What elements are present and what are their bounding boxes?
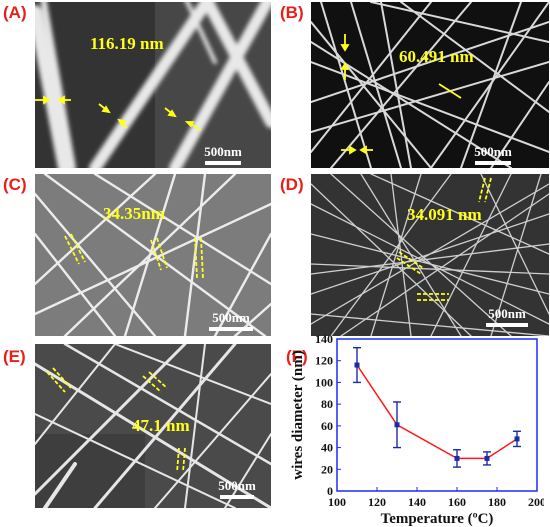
x-tick-label: 120: [368, 495, 386, 509]
nanowire-texture-c: [35, 174, 271, 336]
x-tick-label: 160: [448, 495, 466, 509]
x-tick-label: 180: [488, 495, 506, 509]
x-tick-label: 200: [528, 495, 544, 509]
scale-label-b: 500nm: [474, 144, 512, 159]
panel-label-e: (E): [3, 347, 26, 366]
y-tick-label: 120: [315, 354, 333, 368]
panel-label-f: (F): [286, 347, 308, 366]
scale-label-c: 500nm: [212, 310, 250, 325]
nanowire-texture-a: [35, 2, 271, 168]
panel-label-a: (A): [3, 3, 27, 22]
measurement-a: 116.19 nm: [90, 34, 164, 53]
plot-frame: [336, 338, 538, 492]
measurement-c: 34.35nm: [103, 204, 165, 223]
x-tick-label: 140: [408, 495, 426, 509]
data-point: [354, 362, 360, 368]
y-tick-label: 80: [321, 397, 333, 411]
y-axis-label: wires diameter (nm): [290, 350, 306, 479]
y-tick-label: 40: [321, 441, 333, 455]
measurement-d: 34.091 nm: [407, 205, 482, 224]
sem-image-e: 47.1 nm 500nm: [35, 344, 271, 508]
sem-image-b: 60.491 nm 500nm: [311, 2, 549, 168]
data-point: [454, 455, 460, 461]
data-point: [484, 455, 490, 461]
y-tick-label: 140: [315, 333, 333, 346]
scale-bar-d: 500nm: [483, 306, 531, 327]
nanowire-texture-b: [311, 2, 549, 168]
scale-label-a: 500nm: [204, 144, 242, 159]
sem-image-a: 116.19 nm 500nm: [35, 2, 271, 168]
sem-image-d: 34.091 nm 500nm: [311, 174, 549, 336]
measurement-b: 60.491 nm: [399, 47, 474, 66]
data-point: [394, 422, 400, 428]
panel-label-c: (C): [3, 175, 27, 194]
nanowire-texture-e: [35, 344, 271, 508]
x-axis-label: Temperature (ºC): [381, 511, 494, 527]
scale-label-e: 500nm: [218, 478, 256, 493]
x-tick-label: 100: [328, 495, 346, 509]
data-point: [514, 436, 520, 442]
diameter-vs-temperature-chart: 0 20 40 60 80 100 120 140 100 120 140 160 180 200 Te…: [290, 333, 544, 527]
panel-label-d: (D): [280, 175, 304, 194]
scale-bar-b: 500nm: [471, 144, 515, 165]
y-tick-label: 60: [321, 419, 333, 433]
scale-bar-e: 500nm: [215, 478, 259, 499]
scale-bar-a: 500nm: [201, 144, 245, 165]
scale-label-d: 500nm: [488, 306, 526, 321]
panel-label-b: (B): [280, 3, 304, 22]
scale-bar-c: 500nm: [207, 310, 255, 331]
y-tick-label: 20: [321, 462, 333, 476]
y-tick-label: 0: [327, 484, 333, 498]
measurement-e: 47.1 nm: [132, 416, 190, 435]
sem-image-c: 34.35nm 500nm: [35, 174, 271, 336]
y-tick-label: 100: [315, 375, 333, 389]
nanowire-texture-d: [311, 174, 549, 336]
